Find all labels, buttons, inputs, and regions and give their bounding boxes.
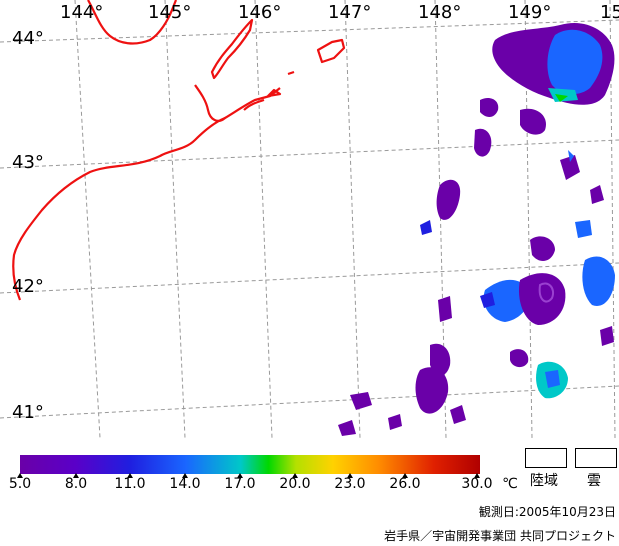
tick-mark bbox=[474, 473, 480, 478]
map-canvas bbox=[0, 0, 619, 439]
tick-label: 23.0 bbox=[334, 476, 366, 492]
observation-date: 観測日:2005年10月23日 bbox=[478, 505, 616, 519]
tick-label: 11.0 bbox=[114, 476, 146, 492]
tick-mark bbox=[73, 473, 79, 478]
cloud-label: 雲 bbox=[587, 473, 601, 489]
credit-text: 岩手県／宇宙開発事業団 共同プロジェクト bbox=[384, 529, 616, 543]
lon-label-148: 148° bbox=[418, 2, 462, 23]
lat-label-42: 42° bbox=[12, 276, 44, 297]
tick-label: 30.0 bbox=[461, 476, 493, 492]
lon-label-147: 147° bbox=[328, 2, 372, 23]
lon-label-149: 149° bbox=[508, 2, 552, 23]
tick-mark bbox=[292, 473, 298, 478]
lon-label-145: 145° bbox=[148, 2, 192, 23]
tick-mark bbox=[347, 473, 353, 478]
lat-label-41: 41° bbox=[12, 402, 44, 423]
lat-label-44: 44° bbox=[12, 28, 44, 49]
temperature-color-bar bbox=[20, 455, 480, 474]
tick-mark bbox=[182, 473, 188, 478]
land-label: 陸域 bbox=[530, 473, 558, 489]
tick-label: 8.0 bbox=[64, 476, 88, 492]
lat-label-43: 43° bbox=[12, 152, 44, 173]
tick-label: 20.0 bbox=[279, 476, 311, 492]
tick-label: 26.0 bbox=[389, 476, 421, 492]
unit-label: ℃ bbox=[502, 476, 518, 492]
tick-mark bbox=[127, 473, 133, 478]
tick-label: 17.0 bbox=[224, 476, 256, 492]
lon-label-144: 144° bbox=[60, 2, 104, 23]
tick-label: 5.0 bbox=[8, 476, 32, 492]
tick-mark bbox=[237, 473, 243, 478]
tick-label: 14.0 bbox=[169, 476, 201, 492]
sst-map: 144° 145° 146° 147° 148° 149° 15 44° 43°… bbox=[0, 0, 619, 439]
lon-label-150: 15 bbox=[600, 2, 619, 23]
sst-patches bbox=[338, 22, 615, 436]
coastline bbox=[12, 0, 346, 301]
cloud-swatch bbox=[575, 448, 617, 468]
tick-mark bbox=[402, 473, 408, 478]
tick-mark bbox=[17, 473, 23, 478]
land-swatch bbox=[525, 448, 567, 468]
lon-label-146: 146° bbox=[238, 2, 282, 23]
